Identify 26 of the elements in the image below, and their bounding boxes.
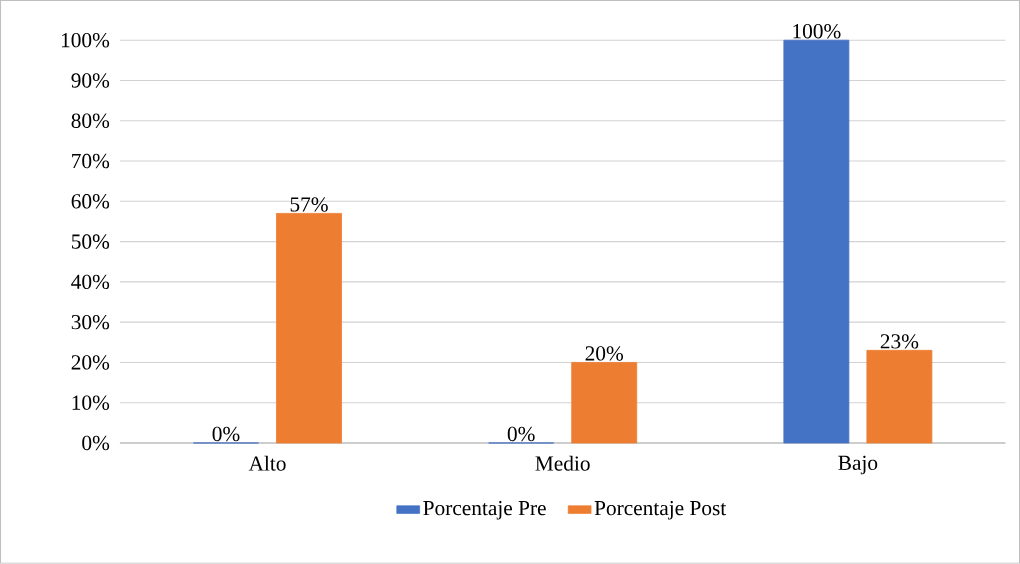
data-label: 100% <box>793 24 841 39</box>
bar <box>276 213 342 444</box>
y-tick-label: 90% <box>71 73 110 88</box>
x-tick-label: Medio <box>535 455 590 471</box>
y-tick-label: 10% <box>72 395 110 410</box>
y-tick-label: 80% <box>71 113 110 129</box>
bar <box>783 39 850 444</box>
x-tick-label: Alto <box>248 455 286 471</box>
y-tick-label: 40% <box>71 274 110 290</box>
data-label: 0% <box>212 426 240 442</box>
bar <box>866 350 933 444</box>
data-label: 57% <box>290 197 328 212</box>
x-tick-label: Bajo <box>838 455 878 475</box>
data-label: 20% <box>585 346 624 361</box>
y-tick-label: 60% <box>71 194 110 209</box>
data-label: 0% <box>507 426 535 442</box>
bar <box>571 362 638 444</box>
legend-label: Porcentaje Post <box>594 501 727 520</box>
legend-label: Porcentaje Pre <box>423 501 546 520</box>
y-tick-label: 100% <box>61 33 110 48</box>
y-tick-label: 0% <box>82 435 110 451</box>
y-tick-label: 50% <box>71 234 110 249</box>
y-tick-label: 30% <box>71 314 110 330</box>
y-tick-label: 20% <box>71 355 110 370</box>
y-tick-label: 70% <box>72 153 110 169</box>
data-label: 23% <box>880 334 919 349</box>
